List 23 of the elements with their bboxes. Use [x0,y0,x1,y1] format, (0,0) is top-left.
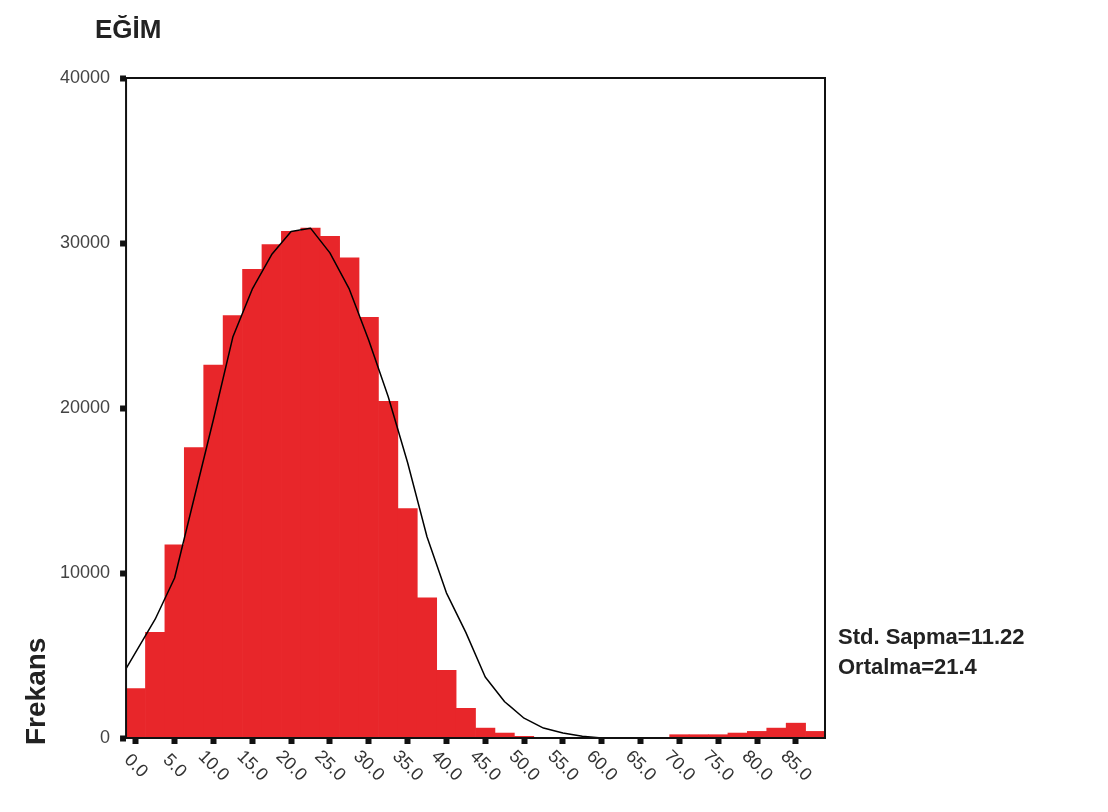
y-tick-label: 20000 [59,396,111,417]
text: Ortalma=21.4 [838,653,978,681]
x-tick-label: 65.0 [621,745,661,785]
x-tick-label: 80.0 [738,745,778,785]
x-tick-label: 20.0 [272,745,312,785]
x-tick-label: 85.0 [777,745,817,785]
y-tick-label: 0 [100,726,111,747]
y-tick-label: 40000 [59,66,111,87]
y-tick-label: 10000 [59,561,111,582]
text: Std. Sapma=11.22 [838,623,1025,651]
x-tick-label: 35.0 [388,745,428,785]
chart-title: EĞİM [95,14,162,45]
x-tick-label: 5.0 [159,749,192,782]
y-axis-title: Frekans [20,637,52,745]
x-tick-label: 60.0 [582,745,622,785]
x-tick-label: 45.0 [466,745,506,785]
x-tick-label: 25.0 [311,745,351,785]
y-tick-label: 30000 [59,231,111,252]
x-tick-label: 40.0 [427,745,467,785]
x-tick-label: 30.0 [350,745,389,785]
x-tick-label: 15.0 [233,745,273,785]
x-tick-label: 0.0 [120,749,153,782]
x-tick-label: 10.0 [194,745,234,785]
